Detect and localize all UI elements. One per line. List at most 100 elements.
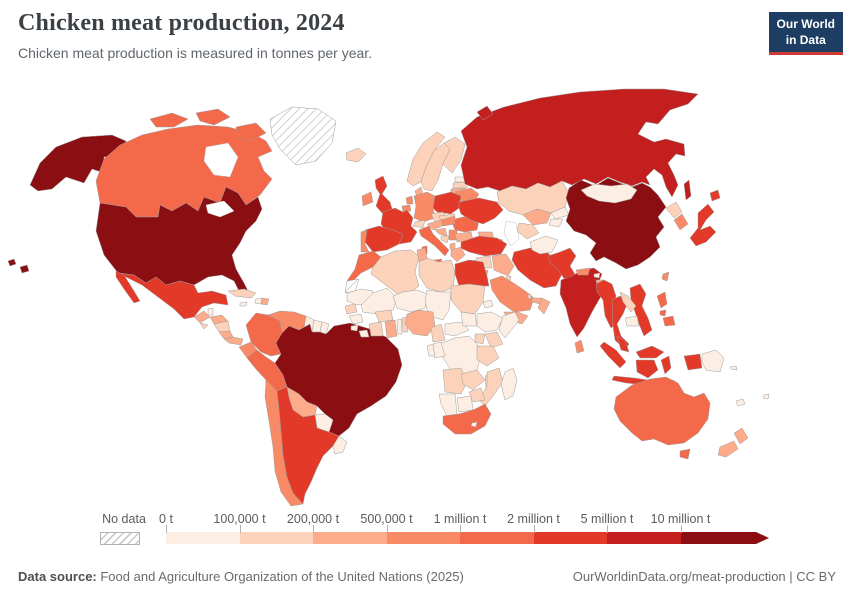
country-guinea[interactable]	[348, 313, 364, 325]
country-hawaii-1[interactable]	[7, 258, 17, 267]
country-zambia[interactable]	[460, 369, 486, 391]
country-russia-sakhalin[interactable]	[683, 179, 692, 201]
country-saudi-arabia[interactable]	[489, 275, 535, 313]
country-japan-honshu[interactable]	[689, 203, 717, 247]
country-congo[interactable]	[432, 341, 446, 359]
country-tanzania[interactable]	[476, 345, 500, 367]
country-malaysia-peninsular[interactable]	[616, 335, 630, 353]
country-papua-new-guinea[interactable]	[701, 349, 725, 373]
country-mozambique[interactable]	[478, 367, 504, 407]
country-dominican-republic[interactable]	[260, 297, 270, 306]
country-laos[interactable]	[619, 291, 637, 313]
country-latvia[interactable]	[452, 181, 468, 189]
country-ivory-coast[interactable]	[368, 321, 384, 337]
country-cambodia[interactable]	[624, 315, 640, 327]
country-mongolia[interactable]	[580, 183, 638, 204]
country-libya[interactable]	[418, 257, 456, 293]
country-uruguay[interactable]	[332, 435, 348, 455]
country-hawaii-2[interactable]	[19, 264, 30, 274]
country-bosnia[interactable]	[440, 235, 450, 244]
country-finland[interactable]	[442, 136, 466, 174]
country-portugal[interactable]	[360, 229, 370, 253]
country-nigeria[interactable]	[404, 309, 436, 337]
country-iceland[interactable]	[345, 147, 367, 163]
country-norway[interactable]	[406, 131, 446, 187]
country-oman[interactable]	[537, 297, 551, 315]
country-sudan[interactable]	[450, 283, 486, 315]
country-cuba[interactable]	[227, 288, 257, 299]
country-turkmenistan[interactable]	[516, 222, 540, 240]
legend-bin-7[interactable]	[681, 532, 770, 544]
legend-bin-0[interactable]	[166, 532, 240, 544]
country-vietnam[interactable]	[629, 283, 653, 337]
country-italy[interactable]	[418, 225, 450, 257]
country-new-zealand-north[interactable]	[733, 427, 749, 445]
country-switzerland[interactable]	[412, 219, 426, 229]
country-philippines-mindanao[interactable]	[662, 315, 676, 327]
country-el-salvador[interactable]	[199, 322, 209, 330]
country-indonesia-sumatra[interactable]	[599, 341, 627, 369]
country-burkina-faso[interactable]	[374, 309, 394, 323]
country-croatia[interactable]	[434, 227, 448, 237]
country-indonesia-papua[interactable]	[683, 353, 703, 371]
country-australia-tasmania[interactable]	[679, 448, 691, 460]
country-afghanistan[interactable]	[529, 235, 559, 255]
country-taiwan[interactable]	[661, 271, 670, 282]
country-sri-lanka[interactable]	[574, 339, 585, 354]
legend-bin-6[interactable]	[607, 532, 681, 544]
country-turkey[interactable]	[460, 235, 508, 257]
country-namibia[interactable]	[438, 393, 458, 417]
country-philippines-luzon[interactable]	[656, 291, 668, 309]
country-sierra-leone[interactable]	[350, 324, 359, 332]
country-malaysia-east[interactable]	[635, 345, 665, 359]
country-indonesia-kalimantan[interactable]	[635, 359, 659, 379]
country-mexico[interactable]	[117, 272, 229, 320]
country-canada-arctic-1[interactable]	[149, 112, 189, 128]
country-dr-congo[interactable]	[438, 335, 482, 377]
country-indonesia-sulawesi[interactable]	[660, 355, 672, 375]
country-liberia[interactable]	[358, 329, 370, 338]
country-lesotho[interactable]	[470, 421, 478, 428]
country-philippines-visayas[interactable]	[659, 309, 667, 317]
country-new-caledonia[interactable]	[735, 398, 746, 407]
country-india[interactable]	[559, 267, 607, 338]
country-belize[interactable]	[207, 307, 214, 316]
country-australia[interactable]	[613, 376, 711, 446]
country-canada-arctic-3[interactable]	[235, 122, 267, 142]
country-japan-hokkaido[interactable]	[709, 189, 721, 202]
country-panama[interactable]	[223, 336, 244, 346]
country-morocco[interactable]	[346, 250, 382, 282]
country-jamaica[interactable]	[239, 301, 248, 307]
country-uganda[interactable]	[474, 333, 486, 345]
country-united-kingdom[interactable]	[374, 175, 394, 215]
country-fiji[interactable]	[762, 393, 770, 400]
country-tajikistan[interactable]	[548, 218, 564, 228]
country-pakistan[interactable]	[547, 247, 577, 281]
country-qatar[interactable]	[527, 293, 532, 300]
country-solomon-islands[interactable]	[729, 365, 738, 371]
country-greece[interactable]	[450, 246, 466, 263]
country-togo[interactable]	[396, 318, 403, 335]
country-greenland[interactable]	[269, 106, 337, 166]
country-ukraine[interactable]	[458, 197, 504, 225]
country-eritrea[interactable]	[482, 299, 494, 309]
country-new-zealand-south[interactable]	[717, 440, 739, 458]
country-south-africa[interactable]	[442, 403, 492, 435]
country-south-sudan[interactable]	[460, 311, 478, 327]
country-madagascar[interactable]	[500, 367, 518, 401]
country-argentina[interactable]	[276, 386, 340, 505]
country-egypt[interactable]	[454, 259, 490, 287]
country-bhutan[interactable]	[593, 272, 601, 279]
country-poland[interactable]	[432, 191, 462, 215]
country-cameroon[interactable]	[430, 323, 446, 343]
country-south-korea[interactable]	[673, 213, 689, 231]
country-canada-arctic-2[interactable]	[195, 108, 231, 126]
country-spain[interactable]	[364, 225, 404, 253]
legend-bin-2[interactable]	[313, 532, 387, 544]
country-ethiopia[interactable]	[476, 311, 504, 333]
country-alaska-united-states[interactable]	[29, 134, 127, 192]
country-ghana[interactable]	[384, 319, 398, 339]
country-mali[interactable]	[360, 287, 398, 315]
country-uzbekistan[interactable]	[522, 208, 552, 226]
country-iraq[interactable]	[491, 253, 515, 277]
